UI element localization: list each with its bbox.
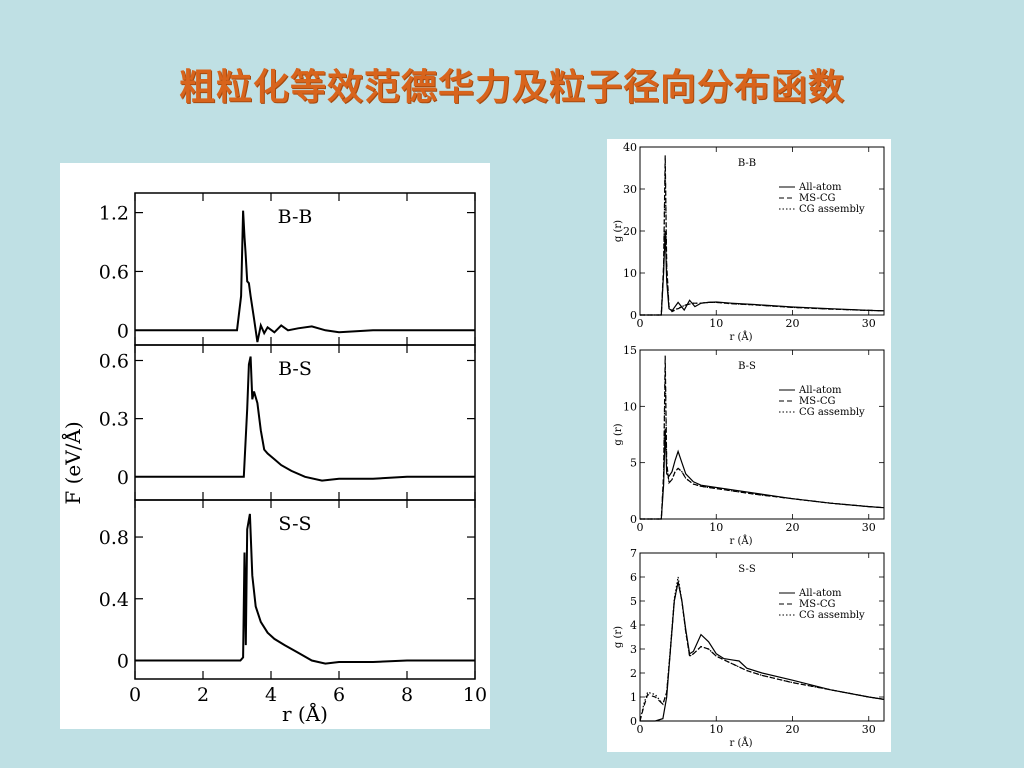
rdf-xtick-label: 30: [862, 521, 876, 534]
rdf-ytick-label: 20: [623, 225, 637, 238]
rdf-ylabel: g (r): [613, 626, 624, 648]
rdf-xtick-label: 20: [786, 317, 800, 330]
force-panel-label: S-S: [278, 513, 311, 535]
force-ytick-label: 0: [117, 467, 129, 489]
rdf-curve-dashed: [639, 581, 885, 722]
force-ylabel: F (eV/Å): [60, 421, 85, 504]
rdf-legend-label: MS-CG: [799, 396, 835, 407]
force-ytick-label: 0.6: [99, 351, 129, 373]
force-panel-label: B-S: [278, 358, 312, 380]
force-ytick-label: 0.3: [99, 409, 129, 431]
rdf-panel-label: B-B: [738, 158, 756, 169]
force-xtick-label: 2: [197, 684, 209, 706]
force-ytick-label: 0.4: [99, 589, 129, 611]
rdf-curve-dotted: [640, 163, 885, 316]
rdf-panel-frame: [639, 349, 885, 520]
rdf-ytick-label: 2: [630, 667, 637, 680]
rdf-legend-label: All-atom: [798, 588, 842, 599]
rdf-curve-dashed: [640, 155, 885, 316]
force-curve-b-s: [135, 356, 475, 482]
rdf-ytick-label: 15: [623, 344, 637, 357]
rdf-legend-label: All-atom: [798, 385, 842, 396]
rdf-xlabel: r (Å): [730, 535, 753, 547]
rdf-ylabel: g (r): [613, 220, 624, 242]
force-xlabel: r (Å): [282, 701, 328, 726]
force-panel-label: B-B: [278, 206, 313, 228]
rdf-curve-dotted: [640, 366, 885, 520]
rdf-curve-solid: [640, 428, 885, 520]
rdf-ytick-label: 7: [630, 547, 637, 560]
rdf-curve-dotted: [639, 576, 885, 722]
rdf-ytick-label: 0: [630, 715, 637, 728]
rdf-ytick-label: 6: [630, 571, 637, 584]
rdf-panel-frame: [639, 552, 885, 722]
rdf-legend-label: CG assembly: [799, 407, 865, 418]
rdf-figure-panel: B-B 0 10 20 30 40 0 10 20 30 r (Å) g (r) All-atom MS-…: [607, 139, 891, 752]
rdf-ytick-label: 5: [630, 457, 637, 470]
rdf-xlabel: r (Å): [730, 331, 753, 343]
rdf-xtick-label: 20: [786, 521, 800, 534]
rdf-ytick-label: 10: [623, 400, 637, 413]
rdf-legend-label: MS-CG: [799, 599, 835, 610]
slide-title: 粗粒化等效范德华力及粒子径向分布函数: [178, 67, 845, 108]
rdf-ytick-label: 0: [630, 309, 637, 322]
rdf-ylabel: g (r): [613, 423, 624, 445]
force-panel-frame: [134, 499, 476, 680]
rdf-xlabel: r (Å): [730, 737, 753, 749]
rdf-panel-label: S-S: [738, 564, 756, 575]
force-curve-b-b: [135, 210, 475, 343]
rdf-panel-frame: [639, 146, 885, 316]
rdf-ytick-label: 0: [630, 513, 637, 526]
force-ytick-label: 1.2: [99, 203, 129, 225]
rdf-ytick-label: 4: [630, 619, 637, 632]
force-xtick-label: 6: [333, 684, 345, 706]
force-ytick-label: 0.6: [99, 261, 129, 283]
rdf-legend-label: MS-CG: [799, 193, 835, 204]
rdf-ytick-label: 30: [623, 183, 637, 196]
rdf-xtick-label: 0: [637, 521, 644, 534]
rdf-ytick-label: 1: [630, 691, 637, 704]
rdf-legend-label: All-atom: [798, 182, 842, 193]
rdf-curve-solid: [640, 230, 885, 316]
rdf-xtick-label: 10: [709, 521, 723, 534]
force-xtick-label: 0: [129, 684, 141, 706]
rdf-xtick-label: 30: [862, 317, 876, 330]
force-curve-s-s: [135, 513, 475, 665]
rdf-xtick-label: 10: [709, 317, 723, 330]
rdf-curve-solid: [640, 581, 885, 722]
force-xtick-label: 4: [265, 684, 277, 706]
rdf-xtick-label: 10: [709, 723, 723, 736]
force-ytick-label: 0: [117, 650, 129, 672]
force-ytick-label: 0.8: [99, 527, 129, 549]
rdf-ytick-label: 3: [630, 643, 637, 656]
rdf-xtick-label: 30: [862, 723, 876, 736]
force-xtick-label: 10: [463, 684, 487, 706]
force-ytick-label: 0: [117, 320, 129, 342]
rdf-ytick-label: 40: [623, 141, 637, 154]
rdf-xtick-label: 0: [637, 317, 644, 330]
rdf-ytick-label: 5: [630, 595, 637, 608]
rdf-xtick-label: 20: [786, 723, 800, 736]
force-xtick-label: 8: [401, 684, 413, 706]
force-figure-panel: F (eV/Å) r (Å) B-B 1.2 0.6 0 B-S 0.6 0.3 0 S-S 0.…: [60, 163, 490, 729]
force-figure: F (eV/Å) r (Å) B-B 1.2 0.6 0 B-S 0.6 0.3 0 S-S 0.…: [60, 192, 487, 726]
rdf-ytick-label: 10: [623, 267, 637, 280]
rdf-legend-label: CG assembly: [799, 610, 865, 621]
rdf-panel-label: B-S: [738, 361, 756, 372]
rdf-legend-label: CG assembly: [799, 204, 865, 215]
rdf-xtick-label: 0: [637, 723, 644, 736]
